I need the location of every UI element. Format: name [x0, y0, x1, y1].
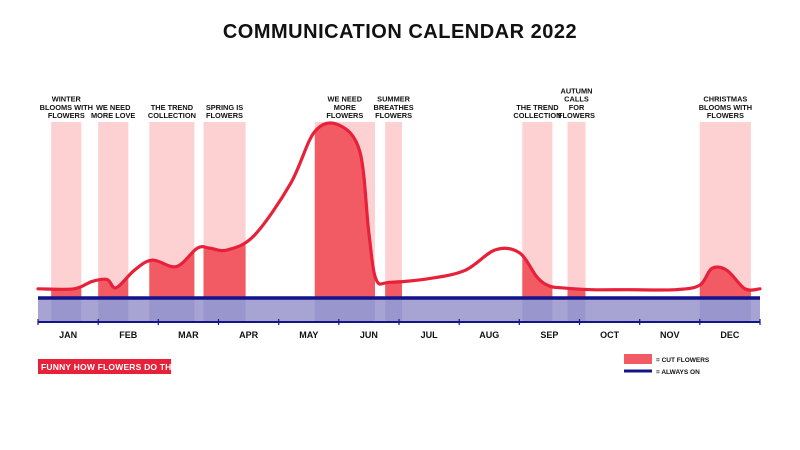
always-on-band-overlap: [522, 298, 553, 322]
month-label: DEC: [720, 330, 740, 340]
always-on-band-overlap: [98, 298, 129, 322]
campaign-label: THE TREND COLLECTION: [513, 103, 561, 120]
campaign-label: SUMMER BREATHES FLOWERS: [374, 95, 414, 120]
brand-logo-text: FUNNY HOW FLOWERS DO THAT: [41, 361, 183, 372]
always-on-band-overlap: [203, 298, 246, 322]
campaign-band: [567, 122, 586, 322]
month-label: JUN: [360, 330, 378, 340]
month-label: OCT: [600, 330, 620, 340]
campaign-label: WE NEED MORE FLOWERS: [326, 95, 363, 120]
campaign-label: THE TREND COLLECTION: [148, 103, 196, 120]
brand-logo: FUNNY HOW FLOWERS DO THAT .CO.UK: [38, 359, 200, 374]
always-on-band-overlap: [314, 298, 375, 322]
always-on-band-overlap: [385, 298, 402, 322]
campaign-label: CHRISTMAS BLOOMS WITH FLOWERS: [699, 95, 752, 120]
campaign-label: AUTUMN CALLS FOR FLOWERS: [558, 86, 595, 120]
always-on-band-overlap: [699, 298, 751, 322]
month-label: APR: [239, 330, 259, 340]
month-label: MAY: [299, 330, 318, 340]
x-axis: JAN FEB MAR APR MAY JUN JUL AUG SEP OCT NOV DEC: [37, 319, 761, 340]
legend-label-always-on: = ALWAYS ON: [656, 369, 700, 376]
campaign-band: [385, 122, 402, 322]
month-label: MAR: [178, 330, 199, 340]
always-on-band-overlap: [149, 298, 195, 322]
legend-swatch-cut-flowers: [624, 354, 652, 364]
chart-title: COMMUNICATION CALENDAR 2022: [223, 21, 577, 43]
brand-logo-domain: .CO.UK: [184, 364, 201, 369]
campaign-label: WINTER BLOOMS WITH FLOWERS: [40, 95, 93, 120]
campaign-label: WE NEED MORE LOVE: [91, 103, 135, 120]
month-label: JUL: [421, 330, 439, 340]
month-label: NOV: [660, 330, 680, 340]
month-label: AUG: [479, 330, 499, 340]
legend-label-cut-flowers: = CUT FLOWERS: [656, 357, 710, 364]
month-label: JAN: [59, 330, 77, 340]
cut-flowers-line: [36, 121, 762, 292]
always-on-band-overlap: [567, 298, 586, 322]
month-label: FEB: [119, 330, 138, 340]
always-on-band-overlap: [51, 298, 82, 322]
legend: = CUT FLOWERS = ALWAYS ON: [624, 354, 710, 376]
month-label: SEP: [540, 330, 558, 340]
campaign-label: SPRING IS FLOWERS: [206, 103, 243, 120]
